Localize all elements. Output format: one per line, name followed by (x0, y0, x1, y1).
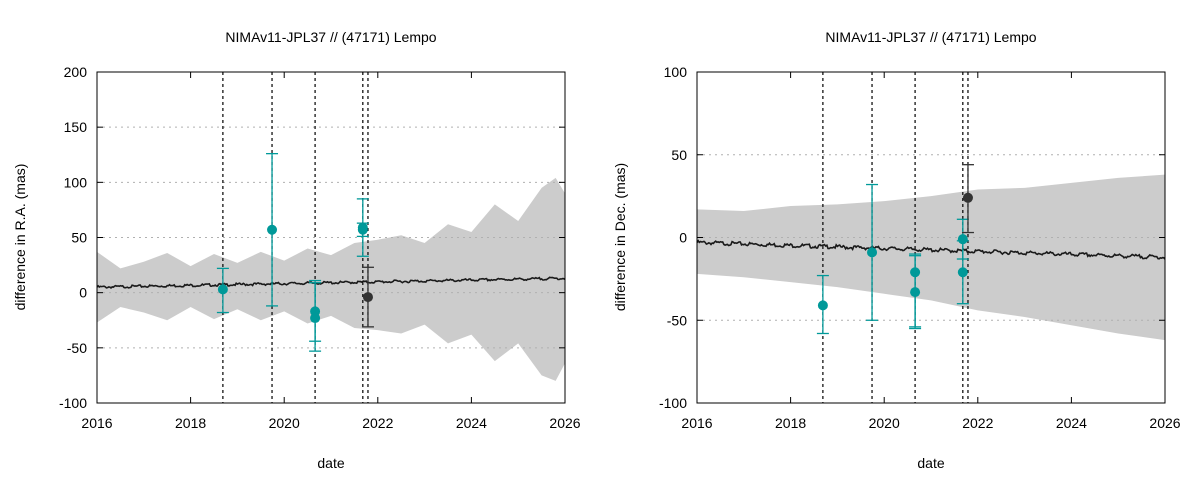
y-tick-label: 200 (64, 64, 88, 80)
y-tick-label: 150 (64, 119, 88, 135)
uncertainty-band (97, 177, 565, 381)
x-tick-label: 2022 (962, 415, 993, 431)
x-tick-label: 2022 (362, 415, 393, 431)
y-tick-label: 50 (71, 230, 87, 246)
y-tick-label: -100 (59, 395, 87, 411)
y-axis-label: difference in R.A. (mas) (12, 164, 28, 311)
x-axis-label: date (317, 455, 344, 471)
y-tick-label: -100 (659, 395, 687, 411)
x-tick-label: 2026 (549, 415, 580, 431)
data-point (817, 300, 828, 311)
x-axis-label: date (917, 455, 944, 471)
data-point (867, 247, 878, 258)
y-tick-label: 100 (664, 64, 688, 80)
y-tick-label: 100 (64, 174, 88, 190)
plot-frame (96, 71, 566, 404)
y-tick-label: 0 (679, 230, 687, 246)
uncertainty-band (697, 174, 1165, 341)
x-tick-label: 2020 (269, 415, 300, 431)
data-point (957, 234, 968, 245)
y-tick-label: -50 (667, 312, 687, 328)
x-tick-label: 2018 (775, 415, 806, 431)
data-point (957, 267, 968, 278)
x-tick-label: 2018 (175, 415, 206, 431)
chart-ra: NIMAv11-JPL37 // (47171) Lempo date diff… (12, 29, 581, 471)
x-tick-label: 2024 (1056, 415, 1087, 431)
x-tick-label: 2026 (1149, 415, 1180, 431)
x-tick-label: 2024 (456, 415, 487, 431)
plot-frame (696, 71, 1166, 404)
model-line (96, 276, 566, 290)
y-axis-label: difference in Dec. (mas) (612, 163, 628, 311)
data-point (357, 224, 368, 235)
data-point (217, 284, 228, 295)
y-tick-label: 0 (79, 285, 87, 301)
y-tick-label: -50 (67, 340, 87, 356)
data-point (310, 313, 321, 324)
x-tick-label: 2020 (869, 415, 900, 431)
chart-title: NIMAv11-JPL37 // (47171) Lempo (225, 29, 436, 45)
model-line (696, 239, 1166, 260)
data-point (962, 192, 973, 203)
data-point (267, 224, 278, 235)
x-tick-label: 2016 (681, 415, 712, 431)
chart-title: NIMAv11-JPL37 // (47171) Lempo (825, 29, 1036, 45)
data-point (362, 292, 373, 303)
y-tick-label: 50 (671, 147, 687, 163)
chart-dec: NIMAv11-JPL37 // (47171) Lempo date diff… (612, 29, 1181, 471)
x-tick-label: 2016 (81, 415, 112, 431)
data-point (910, 287, 921, 298)
